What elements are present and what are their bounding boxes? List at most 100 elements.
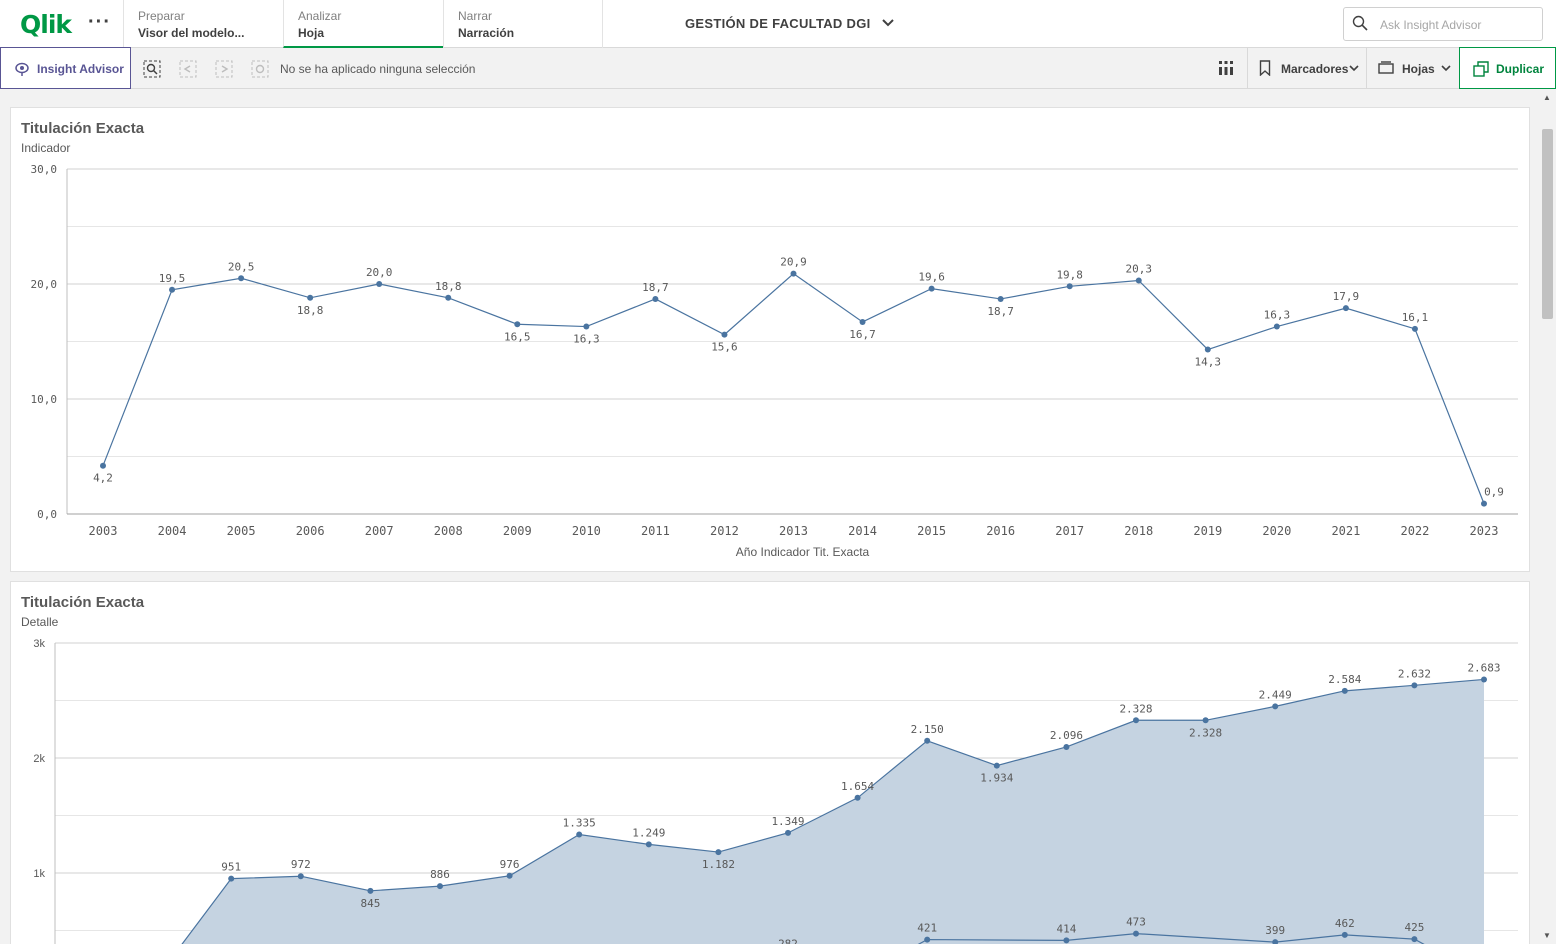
area-chart-detalle[interactable]: 1k 2k 3k 951 972 845 886 976 1.335 1.249 1.182 1.34… — [11, 582, 1529, 944]
scroll-thumb[interactable] — [1542, 129, 1553, 319]
logo-text: Qlik — [20, 10, 72, 39]
y-tick-label: 2k — [33, 753, 45, 765]
bookmarks-dropdown[interactable]: Marcadores — [1247, 48, 1366, 89]
data-label: 19,5 — [159, 272, 186, 285]
data-label: 972 — [291, 858, 311, 871]
data-point — [1063, 937, 1070, 944]
data-point — [506, 872, 513, 879]
x-tick-label: 2013 — [779, 524, 808, 538]
insight-search-input[interactable]: Ask Insight Advisor — [1343, 7, 1543, 41]
x-tick-label: 2008 — [434, 524, 463, 538]
data-point — [993, 762, 1000, 769]
data-label: 421 — [917, 922, 937, 935]
data-label: 1.249 — [632, 826, 665, 839]
data-point — [1411, 325, 1418, 332]
data-label: 951 — [221, 861, 241, 874]
x-tick-label: 2016 — [986, 524, 1015, 538]
data-label: 399 — [1265, 924, 1285, 937]
data-point — [854, 794, 861, 801]
data-label: 19,6 — [918, 271, 945, 284]
data-point — [715, 849, 722, 856]
tab-preparar-sub: Preparar — [138, 9, 185, 23]
more-menu-icon[interactable]: ··· — [88, 11, 111, 33]
vertical-scrollbar[interactable]: ▲ ▼ — [1539, 89, 1556, 944]
data-point — [645, 841, 652, 848]
data-point — [169, 286, 176, 293]
line-chart-indicador[interactable]: 0,0 10,0 20,0 30,0 2003 2004 2005 2006 2007 2008 2… — [11, 108, 1529, 571]
tab-analizar-sub: Analizar — [298, 9, 342, 23]
clear-selections-icon[interactable] — [251, 60, 269, 78]
data-point — [1066, 283, 1073, 290]
data-point — [1272, 939, 1279, 944]
data-label: 2.632 — [1398, 667, 1431, 680]
data-label: 16,5 — [504, 330, 531, 343]
data-label: 282 — [778, 938, 798, 944]
series2-line — [917, 933, 1425, 944]
x-tick-label: 2021 — [1331, 524, 1360, 538]
x-tick-label: 2015 — [917, 524, 946, 538]
x-tick-label: 2023 — [1470, 524, 1499, 538]
x-tick-label: 2007 — [365, 524, 394, 538]
smart-search-icon[interactable] — [143, 60, 161, 78]
qlik-logo[interactable]: Qlik — [20, 10, 72, 39]
x-tick-label: 2004 — [158, 524, 187, 538]
data-label: 2.449 — [1259, 688, 1292, 701]
tab-narrar[interactable]: Narrar Narración — [443, 0, 603, 48]
x-tick-label: 2003 — [89, 524, 118, 538]
data-label: 2.150 — [911, 723, 944, 736]
data-point — [1481, 500, 1487, 507]
scroll-up-icon[interactable]: ▲ — [1543, 93, 1551, 102]
grid-icon — [1219, 61, 1233, 75]
data-point — [576, 831, 583, 838]
chart-panel-indicador[interactable]: Titulación Exacta Indicador 0,0 10,0 20,0 3… — [10, 107, 1530, 572]
x-tick-label: 2018 — [1124, 524, 1153, 538]
duplicate-button[interactable]: Duplicar — [1459, 47, 1556, 89]
sheet-icon — [1378, 61, 1394, 74]
data-label: 886 — [430, 868, 450, 881]
chevron-down-icon — [1349, 65, 1359, 72]
chart1-subtitle: Indicador — [21, 141, 71, 155]
data-point — [514, 321, 521, 328]
step-forward-icon[interactable] — [215, 60, 233, 78]
data-label: 2.328 — [1189, 726, 1222, 739]
y-tick-label: 1k — [33, 868, 45, 880]
data-point — [1204, 346, 1211, 353]
app-title: GESTIÓN DE FACULTAD DGI — [685, 16, 871, 31]
data-label: 18,8 — [297, 304, 324, 317]
data-point — [297, 873, 304, 880]
step-back-icon[interactable] — [179, 60, 197, 78]
y-tick-label: 20,0 — [31, 278, 58, 291]
data-point — [583, 323, 590, 330]
y-tick-label: 3k — [33, 638, 45, 650]
data-point — [859, 318, 866, 325]
tab-analizar[interactable]: Analizar Hoja — [283, 0, 443, 48]
data-label: 15,6 — [711, 341, 738, 354]
tab-preparar[interactable]: Preparar Visor del modelo... — [123, 0, 283, 48]
data-label: 20,5 — [228, 260, 255, 273]
data-point — [376, 281, 383, 287]
data-label: 414 — [1056, 922, 1076, 935]
sheets-dropdown[interactable]: Hojas — [1366, 48, 1459, 89]
data-point — [1135, 277, 1142, 284]
data-label: 2.328 — [1119, 702, 1152, 715]
app-title-dropdown[interactable]: GESTIÓN DE FACULTAD DGI — [685, 16, 895, 31]
data-point — [307, 294, 314, 301]
scroll-down-icon[interactable]: ▼ — [1543, 931, 1551, 940]
insight-advisor-button[interactable]: Insight Advisor — [0, 47, 131, 89]
tab-analizar-main: Hoja — [298, 26, 325, 40]
bookmark-icon — [1259, 60, 1271, 76]
data-point — [1341, 687, 1348, 694]
data-point — [721, 331, 728, 338]
duplicate-label: Duplicar — [1496, 62, 1545, 76]
grid-view-button[interactable] — [1207, 48, 1247, 89]
data-point — [367, 887, 374, 894]
chart-panel-detalle[interactable]: Titulación Exacta Detalle 1k 2k 3k 951 972 84… — [10, 581, 1530, 944]
x-tick-label: 2011 — [641, 524, 670, 538]
data-point — [437, 883, 443, 890]
data-point — [790, 270, 797, 277]
area-fill — [182, 679, 1484, 944]
x-tick-label: 2019 — [1193, 524, 1222, 538]
chevron-down-icon — [1441, 65, 1451, 72]
x-tick-label: 2009 — [503, 524, 532, 538]
data-point — [924, 737, 931, 744]
